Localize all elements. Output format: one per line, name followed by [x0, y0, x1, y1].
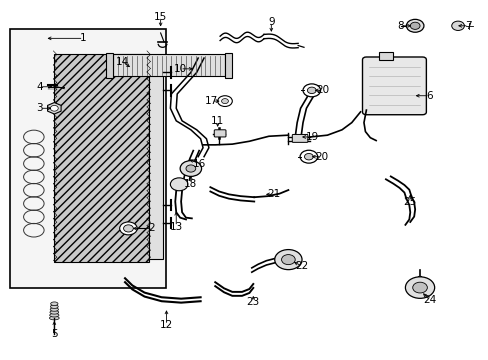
Bar — [105, 53, 113, 78]
Text: 12: 12 — [160, 320, 173, 330]
Bar — [224, 53, 232, 78]
Circle shape — [123, 225, 133, 232]
Circle shape — [217, 96, 232, 107]
Circle shape — [221, 99, 228, 104]
Circle shape — [451, 21, 464, 31]
Ellipse shape — [50, 308, 59, 311]
Bar — [113, 54, 224, 76]
Circle shape — [303, 84, 320, 97]
Text: 6: 6 — [426, 91, 432, 101]
Text: 8: 8 — [396, 21, 403, 31]
Circle shape — [50, 105, 58, 111]
Text: 21: 21 — [266, 189, 280, 199]
Circle shape — [412, 282, 427, 293]
Circle shape — [405, 277, 434, 298]
Circle shape — [406, 19, 423, 32]
Text: 23: 23 — [246, 297, 259, 307]
Bar — [10, 30, 166, 288]
Circle shape — [281, 255, 295, 265]
Circle shape — [300, 150, 317, 163]
Bar — [149, 62, 163, 259]
Text: 17: 17 — [204, 96, 218, 106]
Text: 14: 14 — [116, 57, 129, 67]
Ellipse shape — [49, 316, 59, 320]
Circle shape — [409, 22, 419, 30]
Text: 11: 11 — [211, 116, 224, 126]
Text: 1: 1 — [80, 33, 87, 43]
Ellipse shape — [51, 302, 58, 306]
Text: 13: 13 — [169, 222, 183, 231]
Circle shape — [180, 161, 201, 176]
Text: 20: 20 — [314, 152, 327, 162]
Text: 22: 22 — [295, 261, 308, 271]
Text: 24: 24 — [422, 295, 435, 305]
FancyBboxPatch shape — [214, 130, 225, 137]
Circle shape — [307, 87, 316, 94]
FancyBboxPatch shape — [362, 57, 426, 115]
Ellipse shape — [50, 311, 59, 314]
Text: 4: 4 — [36, 82, 43, 92]
Ellipse shape — [50, 314, 59, 317]
Text: 10: 10 — [173, 64, 186, 74]
Text: 7: 7 — [465, 21, 471, 31]
Text: 15: 15 — [154, 12, 167, 22]
Circle shape — [274, 249, 302, 270]
Circle shape — [304, 153, 313, 160]
Text: 2: 2 — [148, 224, 155, 233]
Text: 5: 5 — [51, 329, 58, 339]
Bar — [54, 54, 149, 262]
Circle shape — [120, 222, 137, 235]
Circle shape — [170, 178, 187, 191]
Text: 18: 18 — [184, 179, 197, 189]
Text: 20: 20 — [315, 85, 328, 95]
Ellipse shape — [50, 305, 58, 309]
Text: 19: 19 — [305, 132, 319, 142]
Text: 25: 25 — [403, 197, 416, 207]
Text: 3: 3 — [36, 103, 43, 113]
Circle shape — [185, 165, 195, 172]
Text: 16: 16 — [193, 159, 206, 169]
FancyBboxPatch shape — [292, 134, 307, 142]
Bar — [378, 52, 392, 60]
Text: 9: 9 — [267, 17, 274, 27]
